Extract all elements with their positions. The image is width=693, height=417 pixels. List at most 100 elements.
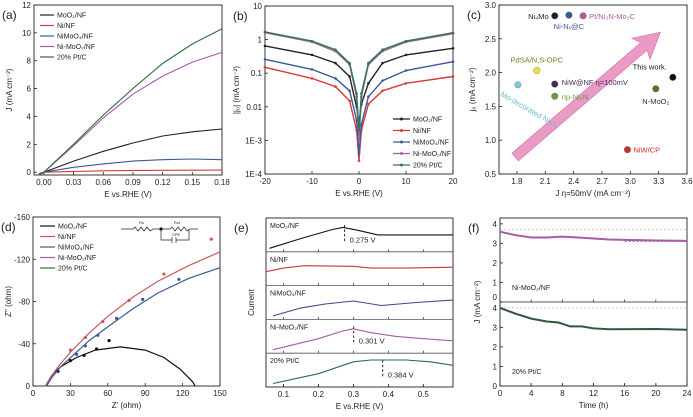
y-axis-label: Current bbox=[247, 288, 256, 315]
x-tick-label: 0.15 bbox=[185, 178, 201, 187]
data-point bbox=[83, 335, 87, 340]
x-tick-label: 4 bbox=[529, 389, 534, 398]
data-point bbox=[75, 352, 79, 356]
series-line-ni-moo-nf bbox=[272, 328, 454, 351]
data-point bbox=[367, 61, 370, 65]
point-pt-ni-n-mo-c bbox=[579, 12, 587, 20]
x-tick-label: 0 bbox=[31, 389, 36, 398]
point-mo-decorated-ni-n bbox=[514, 81, 522, 89]
equivalent-circuit-inset: Rs Rct CPE bbox=[121, 220, 198, 243]
data-point bbox=[357, 128, 361, 132]
x-axis-label: E vs.RHE (V) bbox=[104, 190, 152, 199]
fit-line-moo-nf bbox=[44, 346, 196, 387]
x-tick-label: 0 bbox=[498, 389, 503, 398]
data-point bbox=[96, 333, 100, 337]
subpanel-label: Ni/NF bbox=[270, 257, 288, 264]
point-ni-n-c bbox=[565, 11, 573, 19]
point-label: NiW/CP bbox=[633, 146, 660, 155]
x-tick-label: 150 bbox=[213, 389, 227, 398]
data-point bbox=[357, 159, 361, 162]
y-tick-label: 3 bbox=[493, 323, 498, 332]
data-point bbox=[381, 48, 384, 52]
y-tick-label: 8 bbox=[27, 57, 32, 66]
point-label: N-MoO₂ bbox=[642, 97, 669, 106]
y-tick-label: 2.5 bbox=[485, 35, 497, 44]
data-point bbox=[83, 344, 87, 348]
series-line-moo-nf bbox=[264, 45, 454, 125]
legend-label: 20% Pt/C bbox=[58, 266, 88, 273]
data-point bbox=[334, 61, 337, 65]
legend-marker bbox=[400, 117, 403, 121]
x-tick-label: 3.6 bbox=[681, 177, 693, 186]
data-point bbox=[367, 102, 370, 106]
y-tick-label: 2.0 bbox=[485, 69, 497, 78]
x-tick-label: 20 bbox=[651, 389, 660, 398]
x-tick-label: 3.3 bbox=[653, 177, 665, 186]
y-tick-label: -40 bbox=[18, 340, 30, 349]
y-axis-label: Z'' (ohm) bbox=[4, 286, 13, 317]
x-tick-label: 16 bbox=[620, 389, 629, 398]
x-tick-label: 20 bbox=[449, 177, 458, 186]
data-point bbox=[334, 77, 337, 80]
y-tick-label: 0 bbox=[493, 382, 498, 391]
y-tick-label: -160 bbox=[14, 213, 31, 222]
x-axis-label: J η=50mV (mA cm⁻²) bbox=[555, 189, 630, 198]
point-ni-mo bbox=[551, 12, 559, 20]
y-tick-label: 2 bbox=[493, 343, 498, 352]
data-point bbox=[263, 30, 267, 34]
resistor-cpe-icon bbox=[160, 226, 198, 243]
point-niw-nf-100mv bbox=[551, 80, 559, 88]
panel-label: (f) bbox=[468, 221, 479, 235]
panel-label: (d) bbox=[1, 220, 16, 234]
subpanel-label: MoO₂/NF bbox=[270, 223, 299, 230]
data-point bbox=[107, 338, 111, 343]
x-tick-label: 0.00 bbox=[36, 178, 52, 187]
data-point bbox=[404, 82, 408, 85]
y-tick-label: 0.1 bbox=[251, 69, 263, 78]
legend-label: MoO₂/NF bbox=[57, 13, 86, 20]
point-label: This work. bbox=[633, 62, 667, 71]
fit-line-ni-nf bbox=[44, 251, 221, 387]
y-tick-label: 1E-3 bbox=[245, 136, 262, 145]
data-point bbox=[141, 297, 145, 301]
point-label: Mo-decorated Ni₃N bbox=[499, 90, 559, 130]
data-point bbox=[263, 65, 267, 69]
x-tick-label: 0.5 bbox=[418, 390, 430, 399]
x-tick-label: 0.1 bbox=[278, 390, 290, 399]
data-point bbox=[381, 89, 384, 93]
x-tick-label: 2.7 bbox=[596, 177, 608, 186]
peak-label: 0.275 V bbox=[350, 235, 376, 244]
data-point bbox=[209, 237, 213, 241]
data-point bbox=[162, 272, 166, 276]
series-line-ni-nf bbox=[38, 169, 223, 175]
point-this-work bbox=[669, 73, 677, 81]
y-tick-label: -80 bbox=[18, 298, 30, 307]
x-tick-label: 120 bbox=[176, 389, 190, 398]
panel-label: (b) bbox=[233, 9, 248, 23]
y-tick-label: 12 bbox=[22, 1, 31, 10]
y-tick-label: 0 bbox=[27, 168, 32, 177]
data-point bbox=[82, 353, 86, 357]
data-point bbox=[310, 68, 314, 71]
panel-label: (c) bbox=[467, 8, 481, 22]
legend-label: 20% Pt/C bbox=[413, 163, 443, 170]
inset-label: Rs bbox=[139, 220, 144, 225]
inset-label: CPE bbox=[172, 232, 181, 237]
series-line-nimoo-nf bbox=[38, 158, 223, 175]
y-tick-label: 2 bbox=[493, 259, 498, 268]
y-tick-label: -120 bbox=[14, 255, 31, 264]
y-tick-label: 10 bbox=[22, 29, 31, 38]
data-point bbox=[451, 60, 455, 63]
series-line-ni-moo-nf bbox=[499, 230, 688, 242]
legend-label: NiMoO₄/NF bbox=[57, 34, 93, 41]
y-tick-label: 1E-4 bbox=[245, 170, 262, 179]
data-point bbox=[127, 298, 131, 303]
data-point bbox=[114, 316, 119, 320]
x-tick-label: 90 bbox=[141, 389, 150, 398]
x-tick-label: -20 bbox=[259, 177, 271, 186]
data-point bbox=[357, 139, 361, 142]
subpanel-label: Ni-MoO₂/NF bbox=[512, 285, 550, 292]
series-line-20-pt-c bbox=[38, 28, 223, 176]
fit-line-nimoo-nf bbox=[46, 267, 221, 387]
